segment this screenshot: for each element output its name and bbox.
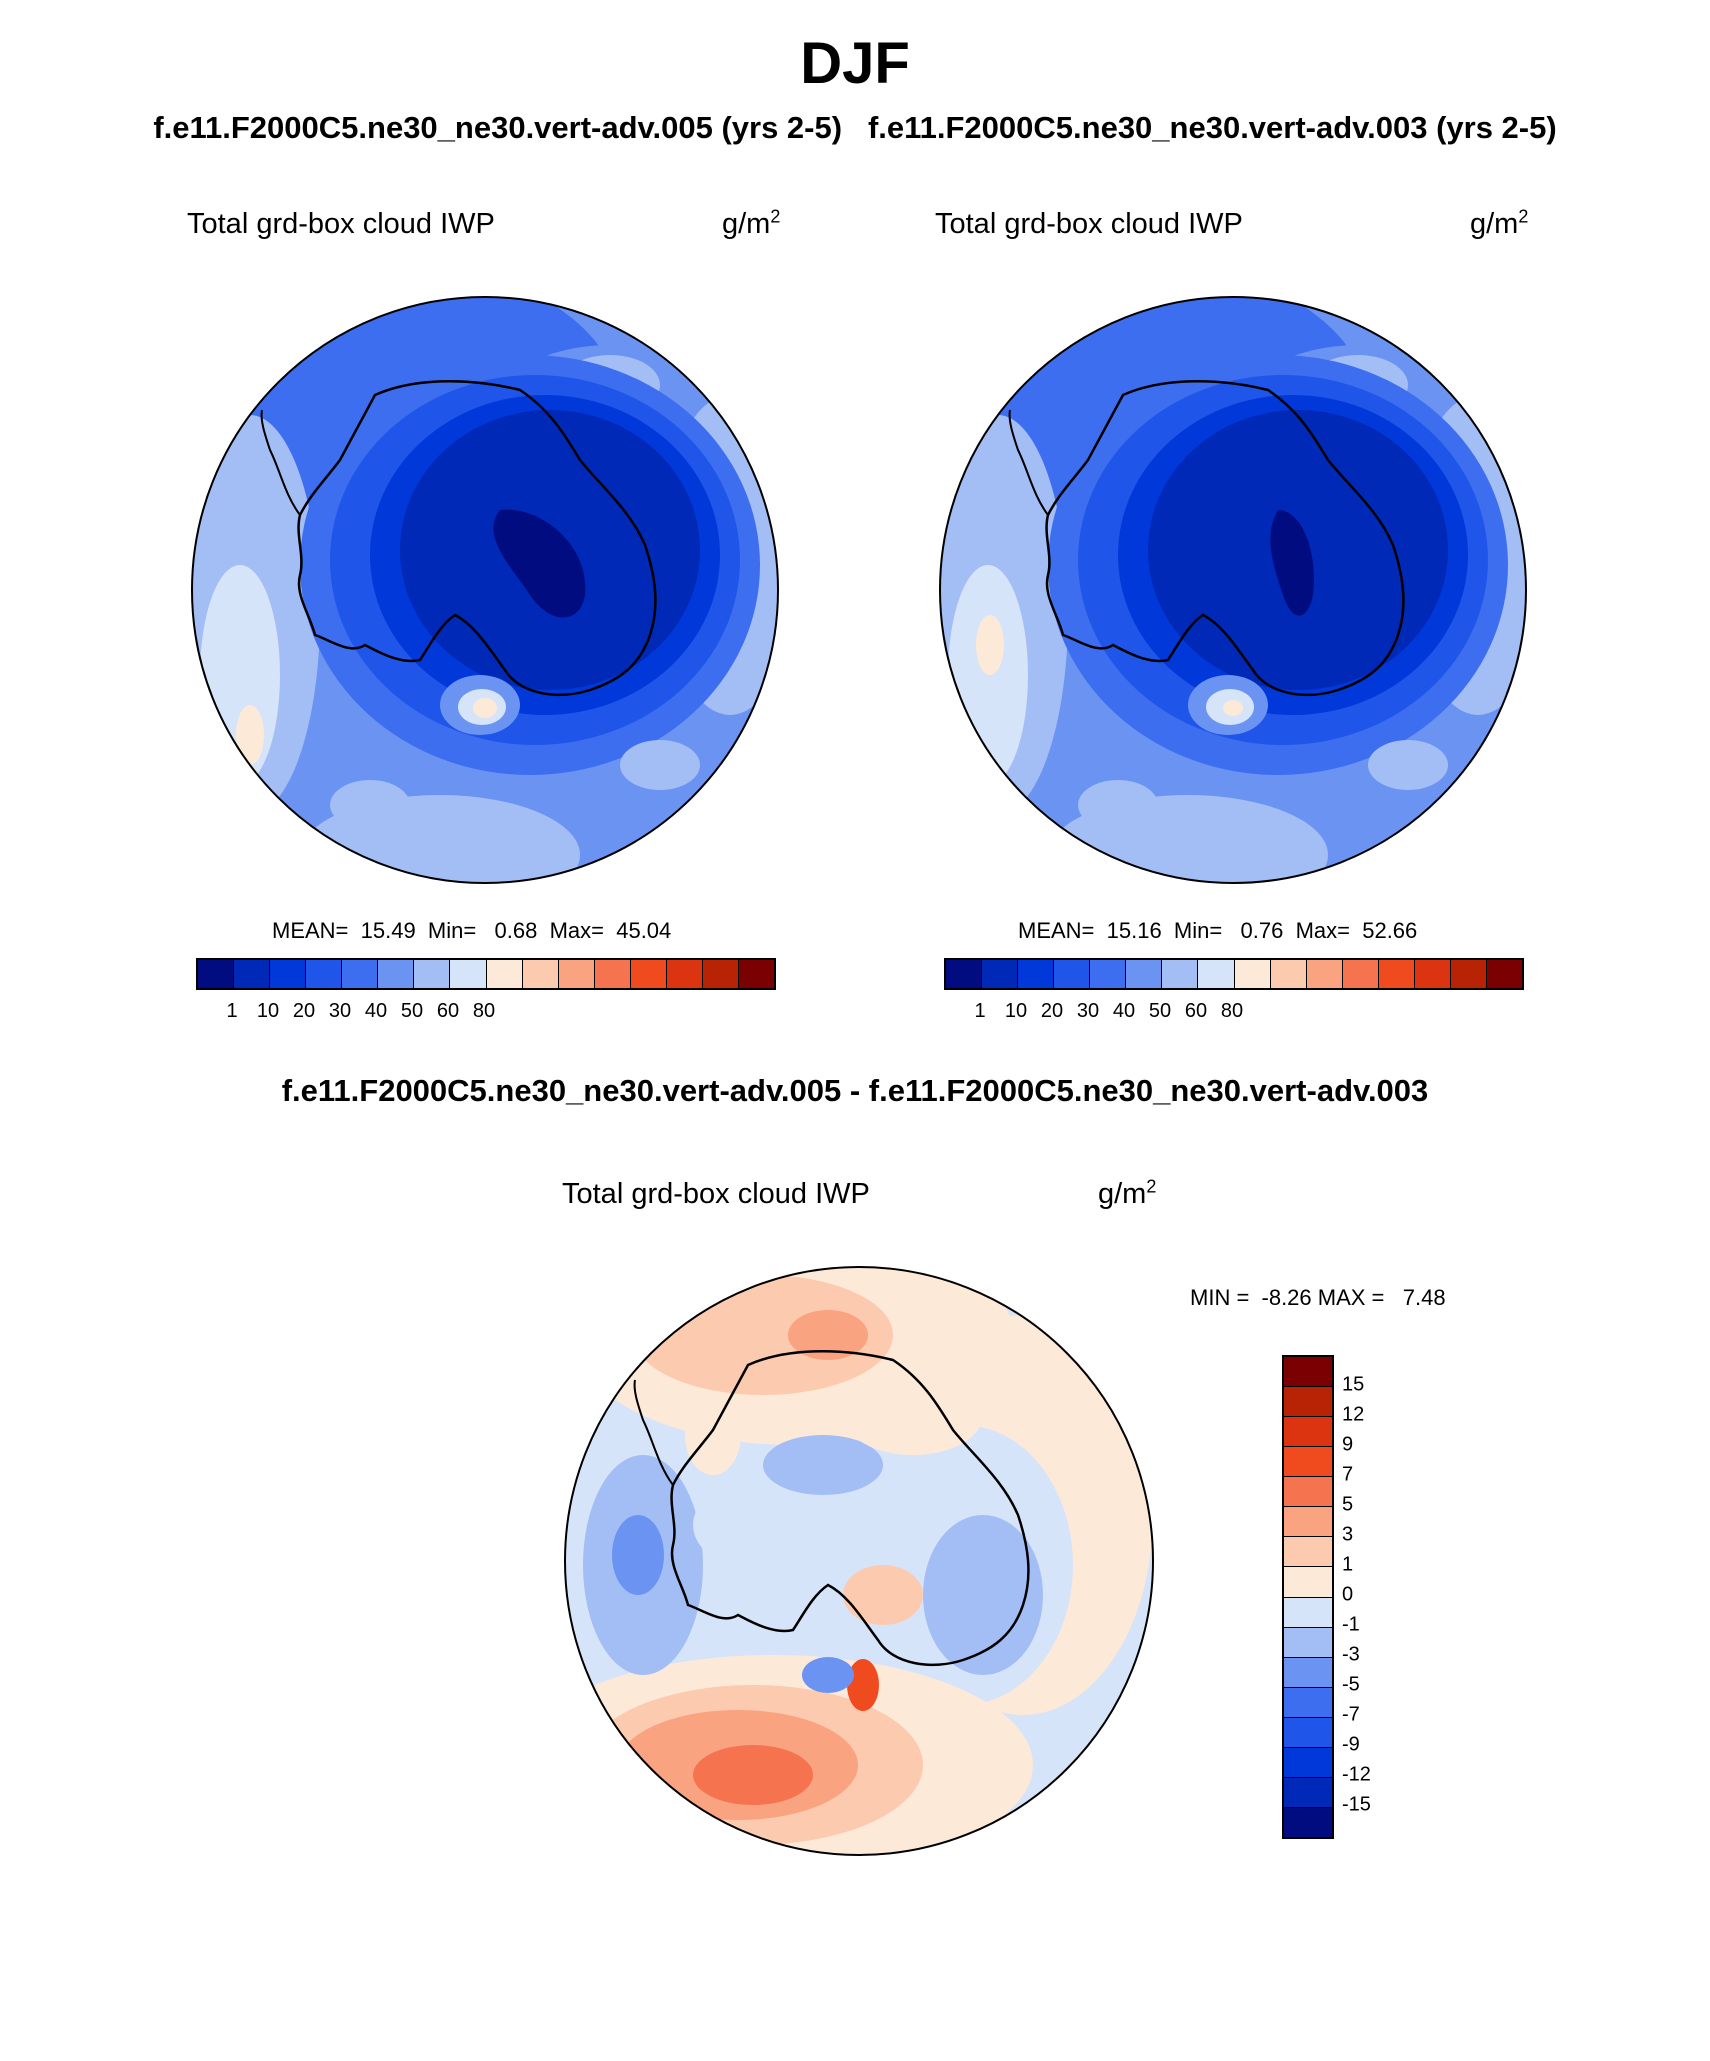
right-stats: MEAN= 15.16 Min= 0.76 Max= 52.66 bbox=[1018, 918, 1418, 943]
diff-variable-label: Total grd-box cloud IWP bbox=[562, 1178, 870, 1210]
diff-unit-label: g/m2 bbox=[1098, 1176, 1157, 1210]
left-colorbar-label: 50 bbox=[400, 1000, 424, 1022]
right-colorbar-swatch bbox=[1126, 960, 1163, 988]
difference-colorbar-label: 1 bbox=[1342, 1553, 1354, 1576]
left-colorbar-swatch bbox=[378, 960, 415, 988]
right-colorbar-swatch bbox=[1054, 960, 1091, 988]
right-colorbar-swatch bbox=[1090, 960, 1127, 988]
right-colorbar-swatch bbox=[1018, 960, 1055, 988]
left-colorbar-swatch bbox=[558, 960, 595, 988]
difference-colorbar-label: -12 bbox=[1342, 1763, 1371, 1786]
left-colorbar-swatch bbox=[414, 960, 451, 988]
difference-colorbar-swatch bbox=[1284, 1747, 1332, 1778]
left-colorbar-label: 10 bbox=[256, 1000, 280, 1022]
left-case-title: f.e11.F2000C5.ne30_ne30.vert-adv.005 (yr… bbox=[153, 110, 843, 145]
right-colorbar bbox=[944, 958, 1524, 990]
right-colorbar-swatch bbox=[1486, 960, 1522, 988]
difference-colorbar-swatch bbox=[1284, 1417, 1332, 1448]
left-colorbar-swatch bbox=[666, 960, 703, 988]
difference-colorbar-label: -7 bbox=[1342, 1703, 1360, 1726]
left-colorbar-label: 80 bbox=[472, 1000, 496, 1022]
left-colorbar-label: 1 bbox=[226, 1000, 238, 1022]
difference-colorbar-swatch bbox=[1284, 1777, 1332, 1808]
difference-colorbar-swatch bbox=[1284, 1687, 1332, 1718]
difference-colorbar-label: -15 bbox=[1342, 1793, 1371, 1816]
right-colorbar-swatch bbox=[1342, 960, 1379, 988]
difference-colorbar-swatch bbox=[1284, 1507, 1332, 1538]
right-colorbar-label: 50 bbox=[1148, 1000, 1172, 1022]
difference-colorbar-label: -5 bbox=[1342, 1673, 1360, 1696]
right-colorbar-label: 10 bbox=[1004, 1000, 1028, 1022]
right-case-title: f.e11.F2000C5.ne30_ne30.vert-adv.003 (yr… bbox=[867, 110, 1557, 145]
left-colorbar-swatch bbox=[630, 960, 667, 988]
left-colorbar-label: 60 bbox=[436, 1000, 460, 1022]
difference-colorbar-label: 15 bbox=[1342, 1373, 1365, 1396]
left-colorbar-swatch bbox=[594, 960, 631, 988]
diff-minmax: MIN = -8.26 MAX = 7.48 bbox=[1190, 1285, 1446, 1310]
left-colorbar-swatch bbox=[522, 960, 559, 988]
main-title: DJF bbox=[800, 31, 910, 96]
right-colorbar-swatch bbox=[1234, 960, 1271, 988]
right-colorbar-label: 80 bbox=[1220, 1000, 1244, 1022]
left-colorbar-label: 40 bbox=[364, 1000, 388, 1022]
difference-colorbar-swatch bbox=[1284, 1597, 1332, 1628]
left-colorbar-swatch bbox=[270, 960, 307, 988]
pair-titles: f.e11.F2000C5.ne30_ne30.vert-adv.005 (yr… bbox=[0, 110, 1710, 146]
right-colorbar-swatch bbox=[1162, 960, 1199, 988]
left-colorbar bbox=[196, 958, 776, 990]
difference-colorbar-label: 9 bbox=[1342, 1433, 1354, 1456]
right-colorbar-swatch bbox=[982, 960, 1019, 988]
right-colorbar-swatch bbox=[1450, 960, 1487, 988]
difference-colorbar-swatch bbox=[1284, 1717, 1332, 1748]
left-colorbar-swatch bbox=[198, 960, 235, 988]
difference-colorbar-label: -9 bbox=[1342, 1733, 1360, 1756]
right-colorbar-label: 40 bbox=[1112, 1000, 1136, 1022]
difference-colorbar-swatch bbox=[1284, 1657, 1332, 1688]
difference-colorbar-label: -3 bbox=[1342, 1643, 1360, 1666]
right-unit-label: g/m2 bbox=[1470, 206, 1529, 240]
difference-colorbar-swatch bbox=[1284, 1807, 1332, 1837]
left-colorbar-swatch bbox=[306, 960, 343, 988]
left-colorbar-label: 20 bbox=[292, 1000, 316, 1022]
right-colorbar-label: 1 bbox=[974, 1000, 986, 1022]
difference-colorbar-label: -1 bbox=[1342, 1613, 1360, 1636]
left-colorbar-swatch bbox=[234, 960, 271, 988]
left-colorbar-swatch bbox=[342, 960, 379, 988]
left-stats: MEAN= 15.49 Min= 0.68 Max= 45.04 bbox=[272, 918, 672, 943]
right-colorbar-swatch bbox=[1378, 960, 1415, 988]
difference-title: f.e11.F2000C5.ne30_ne30.vert-adv.005 - f… bbox=[281, 1073, 1429, 1108]
right-colorbar-swatch bbox=[1198, 960, 1235, 988]
right-colorbar-swatch bbox=[1270, 960, 1307, 988]
right-colorbar-label: 30 bbox=[1076, 1000, 1100, 1022]
difference-colorbar-swatch bbox=[1284, 1477, 1332, 1508]
difference-colorbar-swatch bbox=[1284, 1627, 1332, 1658]
difference-polar-map bbox=[564, 1266, 1154, 1856]
right-colorbar-label: 60 bbox=[1184, 1000, 1208, 1022]
right-colorbar-swatch bbox=[946, 960, 983, 988]
left-colorbar-label: 30 bbox=[328, 1000, 352, 1022]
difference-colorbar-swatch bbox=[1284, 1537, 1332, 1568]
difference-colorbar-swatch bbox=[1284, 1387, 1332, 1418]
left-colorbar-swatch bbox=[738, 960, 774, 988]
right-polar-map bbox=[939, 296, 1527, 884]
left-colorbar-swatch bbox=[450, 960, 487, 988]
difference-colorbar-swatch bbox=[1284, 1567, 1332, 1598]
left-unit-label: g/m2 bbox=[722, 206, 781, 240]
difference-colorbar bbox=[1282, 1355, 1334, 1839]
right-variable-label: Total grd-box cloud IWP bbox=[935, 208, 1243, 240]
difference-colorbar-label: 12 bbox=[1342, 1403, 1365, 1426]
difference-colorbar-label: 7 bbox=[1342, 1463, 1354, 1486]
right-colorbar-swatch bbox=[1306, 960, 1343, 988]
difference-colorbar-label: 3 bbox=[1342, 1523, 1354, 1546]
difference-colorbar-swatch bbox=[1284, 1447, 1332, 1478]
difference-colorbar-label: 5 bbox=[1342, 1493, 1354, 1516]
right-colorbar-label: 20 bbox=[1040, 1000, 1064, 1022]
right-colorbar-swatch bbox=[1414, 960, 1451, 988]
left-polar-map bbox=[191, 296, 779, 884]
difference-colorbar-label: 0 bbox=[1342, 1583, 1354, 1606]
left-colorbar-swatch bbox=[702, 960, 739, 988]
difference-colorbar-swatch bbox=[1284, 1357, 1332, 1388]
left-colorbar-swatch bbox=[486, 960, 523, 988]
left-variable-label: Total grd-box cloud IWP bbox=[187, 208, 495, 240]
